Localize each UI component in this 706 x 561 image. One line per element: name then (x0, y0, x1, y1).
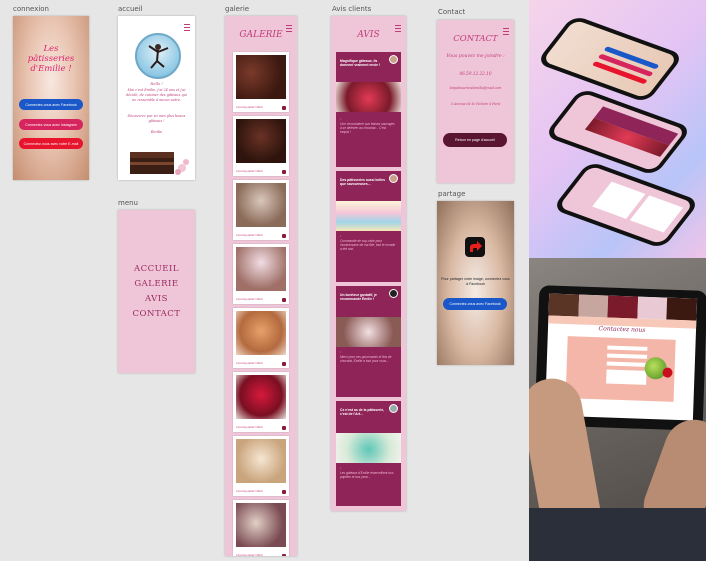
contact-title: CONTACT (453, 34, 498, 44)
gallery-title: GALERIE (239, 30, 283, 40)
brand-title: Les pâtisseries d'Emilie ! (27, 44, 75, 74)
avatar (389, 404, 398, 413)
facebook-share-button[interactable]: Connectez-vous avec Facebook (443, 298, 507, 310)
menu-item-accueil[interactable]: ACCUEIL (133, 264, 180, 274)
contact-address: 5 Avenue de la Victoire à Paris (450, 102, 501, 106)
artboard-contact[interactable]: CONTACT Vous pouvez me joindre : 06.59.1… (437, 20, 514, 183)
artboard-accueil[interactable]: Hello ! Moi c'est Émilie, j'ai 24 ans et… (118, 16, 195, 180)
hamburger-icon[interactable] (395, 25, 401, 32)
gallery-card[interactable]: Il est trop génial ! Merci (233, 308, 289, 368)
quote-icon: “ (340, 118, 342, 122)
like-icon[interactable] (282, 106, 286, 110)
tablet-mockup: Contactez nous (529, 258, 706, 561)
label-menu: menu (118, 199, 138, 207)
facebook-login-button[interactable]: Connectez-vous avec Facebook (19, 99, 83, 110)
avatar (135, 33, 181, 79)
review-card[interactable]: Ce n'est as de la pâtisserie, c'est de l… (336, 401, 401, 506)
contact-subtitle: Vous pouvez me joindre : (446, 54, 505, 59)
hamburger-icon[interactable] (286, 25, 292, 32)
gallery-card[interactable]: Il est trop génial ! Merci (233, 116, 289, 176)
intro-hello: Hello ! (150, 82, 163, 86)
phone-frame (551, 160, 701, 250)
review-image (336, 82, 401, 112)
label-connexion: connexion (13, 5, 49, 13)
quote-icon: “ (340, 467, 342, 471)
review-card[interactable]: Magnifique gâteaux, ils donnent vraiment… (336, 52, 401, 167)
avatar (389, 289, 398, 298)
like-icon[interactable] (282, 170, 286, 174)
review-card[interactable]: Des pâtisseries aussi belles que savoure… (336, 171, 401, 282)
quote-icon: “ (340, 351, 342, 355)
shirt (529, 508, 706, 561)
review-image (336, 433, 401, 463)
gallery-card[interactable]: Il est trop génial ! Merci (233, 244, 289, 304)
signature: Émilie (150, 130, 163, 134)
menu-item-avis[interactable]: AVIS (144, 294, 169, 304)
artboard-connexion[interactable]: Les pâtisseries d'Emilie ! Connectez-vou… (13, 16, 89, 180)
artboard-menu[interactable]: ACCUEIL GALERIE AVIS CONTACT (118, 210, 195, 373)
phone-frame (535, 14, 685, 104)
like-icon[interactable] (282, 554, 286, 556)
instagram-login-button[interactable]: Connectez-vous avec Instagram (19, 119, 83, 130)
back-home-button[interactable]: Retour en page d'accueil (443, 133, 507, 147)
label-contact: Contact (438, 8, 466, 16)
review-image (336, 201, 401, 231)
gallery-card[interactable]: Il est trop génial ! Merci (233, 372, 289, 432)
label-avis: Avis clients (332, 5, 372, 13)
gallery-card[interactable]: Il est trop génial ! Merci (233, 436, 289, 496)
artboard-galerie[interactable]: GALERIE Il est trop génial ! Merci Il es… (225, 16, 297, 556)
like-icon[interactable] (282, 234, 286, 238)
like-icon[interactable] (282, 426, 286, 430)
quote-icon: “ (340, 235, 342, 239)
phone-frame (543, 87, 693, 177)
hamburger-icon[interactable] (503, 28, 509, 35)
gallery-card[interactable]: Il est trop génial ! Merci (233, 180, 289, 240)
hamburger-icon[interactable] (184, 24, 190, 31)
artboard-partage[interactable]: Pour partager votre image, connectez vou… (437, 201, 514, 365)
review-card[interactable]: Un bonheur gustatif, je recommande Émili… (336, 286, 401, 397)
gallery-card[interactable]: Il est trop génial ! Merci (233, 500, 289, 556)
contact-phone[interactable]: 06.59.12.22.10 (459, 71, 492, 76)
avatar (389, 174, 398, 183)
label-partage: partage (438, 190, 466, 198)
email-login-button[interactable]: Connectez-vous avec votre E-mail (19, 138, 83, 149)
share-instructions: Pour partager votre image, connectez vou… (441, 277, 510, 286)
reviews-title: AVIS (357, 30, 380, 40)
intro-text: Moi c'est Émilie, j'ai 24 ans et j'ai dé… (126, 88, 187, 102)
gallery-card[interactable]: Il est trop génial ! Merci (233, 52, 289, 112)
label-galerie: galerie (225, 5, 250, 13)
intro-cta: Découvrez par ici mes plus beaux gâteaux… (127, 114, 186, 123)
review-image (336, 317, 401, 347)
contact-email[interactable]: lespatisseriesdemilie@mail.com (449, 86, 502, 90)
menu-item-galerie[interactable]: GALERIE (134, 279, 179, 289)
label-accueil: accueil (118, 5, 143, 13)
phones-mockup (529, 0, 706, 258)
avatar (389, 55, 398, 64)
like-icon[interactable] (282, 298, 286, 302)
share-icon[interactable] (465, 237, 485, 257)
menu-item-contact[interactable]: CONTACT (132, 309, 181, 319)
pastry-background (13, 16, 89, 180)
dancer-icon (148, 44, 169, 69)
artboard-avis[interactable]: AVIS Magnifique gâteaux, ils donnent vra… (331, 16, 406, 511)
like-icon[interactable] (282, 362, 286, 366)
like-icon[interactable] (282, 490, 286, 494)
chocolate-cake-image (122, 138, 192, 178)
blurred-background (437, 201, 514, 365)
